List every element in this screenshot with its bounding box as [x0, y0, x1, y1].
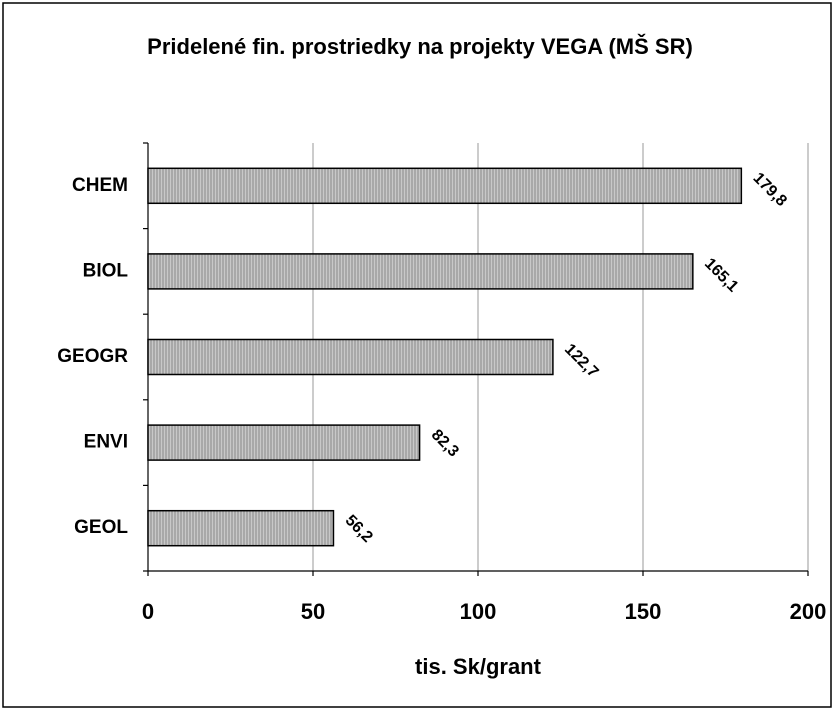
y-tick-label: CHEM	[72, 175, 128, 196]
bar	[147, 253, 694, 290]
x-tick-label: 0	[142, 599, 154, 624]
x-tick-label: 100	[460, 599, 497, 624]
bar	[147, 167, 743, 205]
y-tick-label: GEOGR	[57, 346, 128, 367]
x-tick-label: 150	[625, 599, 662, 624]
chart-title: Pridelené fin. prostriedky na projekty V…	[147, 34, 693, 59]
x-tick-label: 200	[790, 599, 827, 624]
y-tick-label: GEOL	[74, 517, 128, 538]
x-axis-title: tis. Sk/grant	[415, 654, 542, 679]
bar	[147, 424, 421, 461]
y-tick-label: ENVI	[84, 432, 128, 453]
bar	[147, 509, 335, 547]
bar	[147, 338, 554, 376]
y-tick-label: BIOL	[83, 260, 129, 281]
x-tick-label: 50	[301, 599, 325, 624]
